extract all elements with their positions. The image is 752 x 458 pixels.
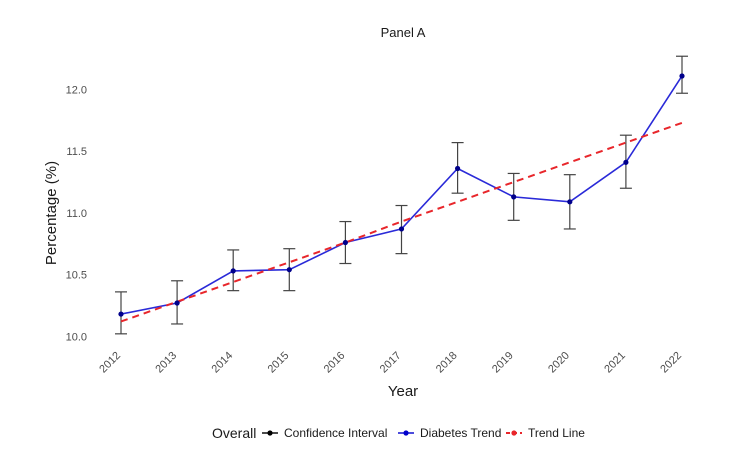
y-tick-label: 10.5 — [66, 270, 87, 282]
x-tick-label: 2013 — [153, 350, 179, 376]
x-tick-label: 2015 — [266, 350, 292, 376]
legend-title: Overall — [212, 425, 256, 441]
data-point — [511, 194, 517, 200]
legend-item: Confidence Interval — [262, 426, 387, 440]
legend-label: Confidence Interval — [284, 426, 387, 440]
y-axis-ticks: 10.0 10.5 11.0 11.5 12.0 — [66, 85, 87, 344]
data-point — [286, 267, 292, 273]
trend-line — [120, 121, 683, 323]
x-axis-title: Year — [388, 383, 418, 400]
legend-swatch-point — [267, 430, 273, 436]
data-point — [230, 268, 236, 274]
chart-title: Panel A — [381, 25, 426, 40]
data-point — [398, 226, 405, 232]
x-tick-label: 2022 — [658, 350, 684, 376]
x-tick-label: 2016 — [322, 350, 348, 376]
x-tick-label: 2020 — [546, 350, 572, 376]
y-axis-title: Percentage (%) — [43, 161, 60, 265]
legend-label: Diabetes Trend — [420, 426, 501, 440]
legend-item: Trend Line — [506, 426, 585, 440]
x-tick-label: 2012 — [97, 350, 123, 376]
legend-label: Trend Line — [528, 426, 585, 440]
plot-area — [115, 55, 688, 335]
data-point — [174, 300, 180, 306]
legend-item: Diabetes Trend — [398, 426, 501, 440]
data-point — [342, 239, 348, 246]
x-tick-label: 2021 — [602, 350, 628, 376]
legend: Overall Confidence Interval Diabetes Tren… — [212, 425, 585, 441]
data-point — [623, 159, 629, 165]
y-tick-label: 12.0 — [66, 85, 87, 97]
legend-swatch-point — [511, 430, 517, 436]
data-point — [679, 73, 685, 79]
y-tick-label: 10.0 — [66, 331, 87, 343]
x-axis-ticks: 2012 2013 2014 2015 2016 2017 2018 2019 2020 2021… — [97, 350, 684, 376]
y-tick-label: 11.5 — [66, 146, 87, 158]
x-tick-label: 2017 — [378, 350, 404, 376]
data-point — [567, 199, 573, 205]
diabetes-trend-line — [120, 75, 683, 315]
data-point — [455, 165, 461, 172]
x-tick-label: 2014 — [210, 350, 236, 376]
data-point — [118, 311, 124, 317]
y-tick-label: 11.0 — [66, 208, 87, 220]
legend-items: Confidence Interval Diabetes Trend Trend L… — [262, 426, 585, 440]
x-tick-label: 2018 — [434, 350, 460, 376]
legend-swatch-point — [403, 430, 409, 436]
x-tick-label: 2019 — [490, 350, 516, 376]
